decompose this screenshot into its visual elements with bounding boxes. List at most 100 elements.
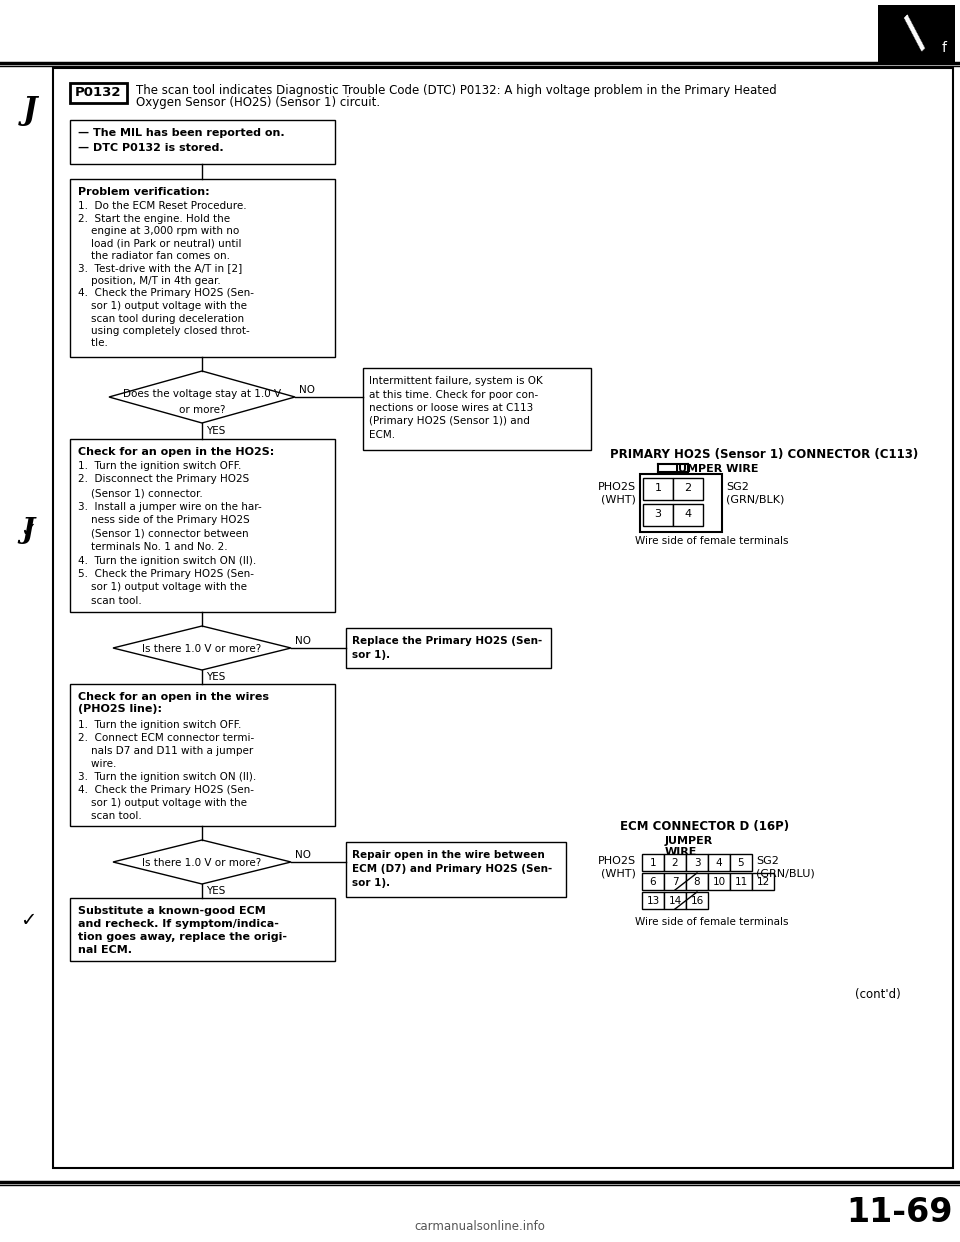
- Text: Repair open in the wire between: Repair open in the wire between: [352, 850, 544, 859]
- Bar: [642, 892, 664, 909]
- Bar: [70, 438, 335, 612]
- Bar: [53, 68, 953, 1167]
- Text: PHO2S: PHO2S: [598, 856, 636, 866]
- Text: scan tool during deceleration: scan tool during deceleration: [78, 313, 244, 323]
- Text: wire.: wire.: [78, 759, 116, 769]
- Text: (GRN/BLK): (GRN/BLK): [726, 494, 784, 504]
- Text: using completely closed throt-: using completely closed throt-: [78, 325, 250, 337]
- Text: nals D7 and D11 with a jumper: nals D7 and D11 with a jumper: [78, 746, 253, 756]
- Text: 3.  Install a jumper wire on the har-: 3. Install a jumper wire on the har-: [78, 502, 262, 512]
- Text: or more?: or more?: [179, 405, 226, 415]
- Text: Oxygen Sensor (HO2S) (Sensor 1) circuit.: Oxygen Sensor (HO2S) (Sensor 1) circuit.: [136, 96, 380, 109]
- Bar: [686, 873, 708, 891]
- Text: (PHO2S line):: (PHO2S line):: [78, 704, 162, 714]
- Text: 11: 11: [734, 877, 748, 887]
- Text: Check for an open in the HO2S:: Check for an open in the HO2S:: [78, 447, 275, 457]
- Text: 3.  Turn the ignition switch ON (II).: 3. Turn the ignition switch ON (II).: [78, 773, 256, 782]
- Bar: [673, 478, 703, 501]
- Text: YES: YES: [206, 426, 226, 436]
- Bar: [708, 873, 730, 891]
- Text: NO: NO: [295, 636, 311, 646]
- Text: Intermittent failure, system is OK: Intermittent failure, system is OK: [369, 376, 542, 386]
- Text: nections or loose wires at C113: nections or loose wires at C113: [369, 402, 533, 414]
- Text: (WHT): (WHT): [601, 868, 636, 878]
- Bar: [70, 83, 127, 103]
- Text: 11-69: 11-69: [846, 1196, 952, 1230]
- Text: P0132: P0132: [75, 86, 121, 99]
- Bar: [346, 628, 551, 668]
- Text: (Primary HO2S (Sensor 1)) and: (Primary HO2S (Sensor 1)) and: [369, 416, 530, 426]
- Text: 2.  Start the engine. Hold the: 2. Start the engine. Hold the: [78, 214, 230, 224]
- Text: at this time. Check for poor con-: at this time. Check for poor con-: [369, 390, 539, 400]
- Text: NO: NO: [299, 385, 315, 395]
- Bar: [70, 179, 335, 356]
- Text: 8: 8: [694, 877, 700, 887]
- Text: 1: 1: [650, 858, 657, 868]
- Text: scan tool.: scan tool.: [78, 596, 142, 606]
- Bar: [664, 873, 686, 891]
- Text: tion goes away, replace the origi-: tion goes away, replace the origi-: [78, 932, 287, 941]
- Bar: [642, 854, 664, 871]
- Text: ✓: ✓: [20, 520, 36, 539]
- Polygon shape: [109, 371, 295, 424]
- Text: 7: 7: [672, 877, 679, 887]
- Bar: [643, 504, 673, 527]
- Text: Does the voltage stay at 1.0 V: Does the voltage stay at 1.0 V: [123, 389, 281, 399]
- Text: Problem verification:: Problem verification:: [78, 188, 209, 197]
- Text: Wire side of female terminals: Wire side of female terminals: [635, 917, 788, 927]
- Bar: [673, 504, 703, 527]
- Text: 12: 12: [756, 877, 770, 887]
- Text: 4.  Check the Primary HO2S (Sen-: 4. Check the Primary HO2S (Sen-: [78, 785, 254, 795]
- Bar: [70, 898, 335, 961]
- Text: 1.  Turn the ignition switch OFF.: 1. Turn the ignition switch OFF.: [78, 720, 241, 730]
- Text: Is there 1.0 V or more?: Is there 1.0 V or more?: [142, 645, 262, 655]
- Text: YES: YES: [206, 672, 226, 682]
- Text: 6: 6: [650, 877, 657, 887]
- Text: 2.  Disconnect the Primary HO2S: 2. Disconnect the Primary HO2S: [78, 474, 250, 484]
- Text: 2: 2: [684, 483, 691, 493]
- Text: sor 1) output voltage with the: sor 1) output voltage with the: [78, 799, 247, 809]
- Bar: [664, 892, 686, 909]
- Text: 1.  Do the ECM Reset Procedure.: 1. Do the ECM Reset Procedure.: [78, 201, 247, 211]
- Text: carmanualsonline.info: carmanualsonline.info: [415, 1220, 545, 1233]
- Text: 16: 16: [690, 895, 704, 905]
- Text: NO: NO: [295, 850, 311, 859]
- Text: J: J: [21, 517, 35, 544]
- Polygon shape: [113, 626, 291, 669]
- Text: WIRE: WIRE: [665, 847, 697, 857]
- Text: 1: 1: [655, 483, 661, 493]
- Text: JUMPER: JUMPER: [665, 836, 713, 846]
- Text: PHO2S: PHO2S: [598, 482, 636, 492]
- Text: 4.  Check the Primary HO2S (Sen-: 4. Check the Primary HO2S (Sen-: [78, 288, 254, 298]
- Text: ECM CONNECTOR D (16P): ECM CONNECTOR D (16P): [620, 820, 789, 833]
- Bar: [640, 474, 722, 532]
- Bar: [730, 873, 752, 891]
- Text: /: /: [895, 14, 937, 55]
- Bar: [730, 854, 752, 871]
- Text: 2.  Connect ECM connector termi-: 2. Connect ECM connector termi-: [78, 733, 254, 743]
- Bar: [752, 873, 774, 891]
- Text: sor 1).: sor 1).: [352, 650, 390, 660]
- Bar: [686, 854, 708, 871]
- Text: position, M/T in 4th gear.: position, M/T in 4th gear.: [78, 276, 221, 286]
- Text: 4.  Turn the ignition switch ON (II).: 4. Turn the ignition switch ON (II).: [78, 555, 256, 565]
- Text: SG2: SG2: [726, 482, 749, 492]
- Text: (WHT): (WHT): [601, 494, 636, 504]
- Text: YES: YES: [206, 886, 226, 895]
- Text: 3: 3: [694, 858, 700, 868]
- Text: (Sensor 1) connector.: (Sensor 1) connector.: [78, 488, 203, 498]
- Bar: [346, 842, 566, 897]
- Text: 13: 13: [646, 895, 660, 905]
- Text: 2: 2: [672, 858, 679, 868]
- Text: ECM.: ECM.: [369, 430, 396, 440]
- Bar: [70, 120, 335, 164]
- Text: sor 1).: sor 1).: [352, 878, 390, 888]
- Bar: [708, 854, 730, 871]
- Text: and recheck. If symptom/indica-: and recheck. If symptom/indica-: [78, 919, 278, 929]
- Bar: [664, 854, 686, 871]
- Text: 1.  Turn the ignition switch OFF.: 1. Turn the ignition switch OFF.: [78, 461, 241, 471]
- Text: — The MIL has been reported on.: — The MIL has been reported on.: [78, 128, 284, 138]
- Text: the radiator fan comes on.: the radiator fan comes on.: [78, 251, 230, 261]
- Text: 4: 4: [716, 858, 722, 868]
- Text: ✓: ✓: [20, 910, 36, 929]
